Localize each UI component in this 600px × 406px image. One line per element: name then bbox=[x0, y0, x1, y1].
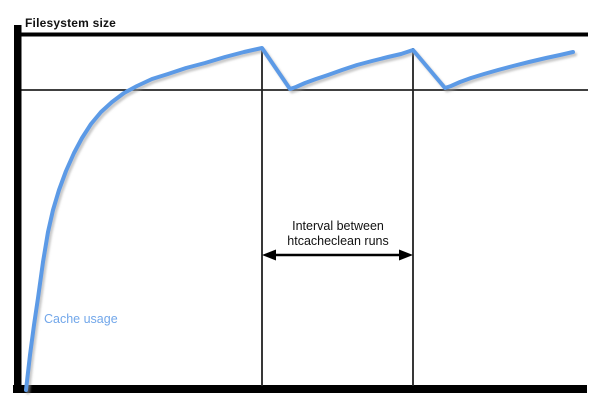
interval-annotation-line1: Interval between bbox=[292, 219, 384, 233]
x-axis-bar bbox=[13, 385, 587, 393]
filesystem-size-label: Filesystem size bbox=[25, 16, 117, 30]
interval-annotation-line2: htcacheclean runs bbox=[287, 233, 389, 248]
cache-usage-label: Cache usage bbox=[44, 312, 118, 326]
cache-usage-curve bbox=[24, 46, 575, 392]
y-axis-bar bbox=[14, 25, 22, 392]
filesystem-size-line bbox=[21, 32, 588, 37]
interval-arrow-left-head bbox=[262, 249, 276, 261]
interval-annotation: Interval between htcacheclean runs bbox=[262, 219, 414, 248]
interval-arrow-right-head bbox=[399, 249, 413, 261]
